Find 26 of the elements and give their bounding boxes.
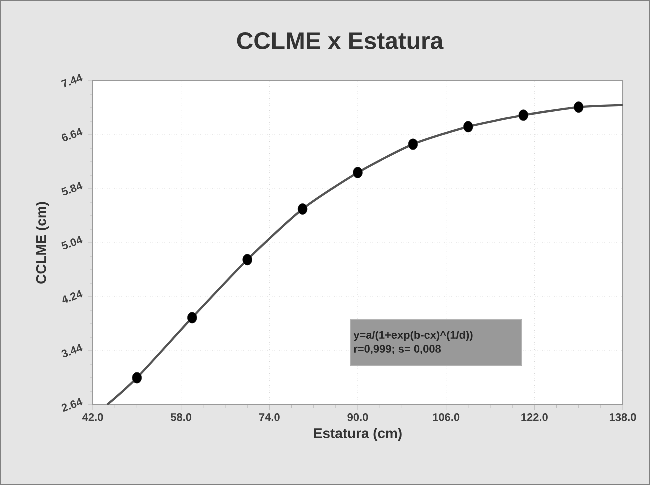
point [408, 138, 418, 150]
x-tick-label: 42.0 [82, 414, 104, 422]
point [518, 110, 529, 122]
y-tick-label: 7.44 [61, 74, 83, 88]
x-tick-label: 138.0 [610, 414, 636, 422]
chart-title: CCLME x Estatura [237, 32, 444, 50]
x-axis-title: Estatura (cm) [314, 428, 402, 442]
x-tick-label: 106.0 [433, 414, 460, 422]
x-tick-label: 58.0 [171, 414, 192, 422]
y-tick-label: 6.64 [62, 128, 83, 142]
point [188, 312, 198, 324]
x-tick-label: 90.0 [348, 414, 368, 422]
x-tick-label: 122.0 [522, 414, 548, 422]
point [242, 254, 252, 266]
y-tick-label: 4.24 [62, 290, 83, 304]
point [464, 121, 474, 133]
y-tick-label: 5.84 [62, 182, 83, 196]
point [132, 372, 142, 384]
y-axis-title: CCLME (cm) [36, 202, 50, 284]
y-tick-label: 3.44 [62, 344, 83, 358]
point [574, 102, 584, 114]
point [353, 167, 363, 178]
x-tick-label: 74.0 [259, 414, 280, 422]
y-tick-label: 5.04 [62, 236, 83, 250]
point [298, 204, 308, 215]
y-tick-label: 2.64 [62, 398, 83, 412]
